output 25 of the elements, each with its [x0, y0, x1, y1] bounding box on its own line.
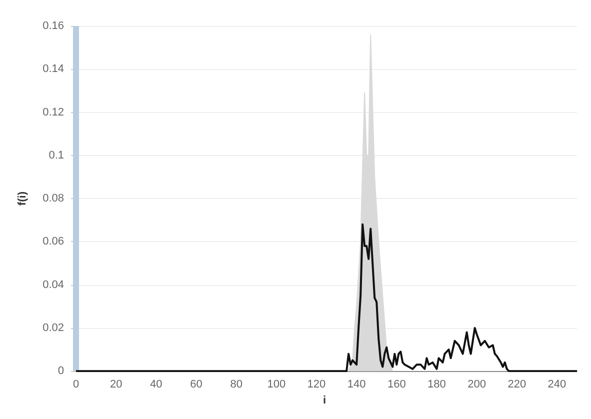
- x-tick-label: 120: [307, 378, 326, 391]
- y-tick-label: 0.12: [42, 106, 64, 118]
- x-tick-label: 180: [428, 378, 446, 391]
- x-tick-label: 40: [150, 378, 162, 391]
- x-tick-label: 160: [387, 378, 406, 391]
- x-tick-label: 60: [190, 378, 202, 391]
- x-tick-label: 80: [230, 378, 242, 391]
- y-tick-label: 0.04: [42, 278, 64, 291]
- y-tick-label: 0.06: [42, 236, 64, 248]
- x-axis-title: i: [322, 394, 326, 406]
- y-axis-title: f(i): [16, 191, 28, 206]
- y-tick-label: 0.08: [42, 192, 64, 205]
- x-tick-label: 220: [508, 378, 526, 391]
- y-tick-label: 0: [58, 365, 64, 378]
- y-tick-label: 0.14: [42, 63, 64, 76]
- line-series: [75, 223, 578, 372]
- x-tick-label: 100: [267, 378, 286, 391]
- y-tick-label: 0.02: [42, 322, 64, 334]
- x-tick-label: 200: [468, 378, 486, 391]
- y-tick-label: 0.1: [48, 149, 64, 162]
- x-tick-label: 240: [548, 378, 566, 391]
- x-tick-label: 140: [347, 378, 366, 391]
- x-tick-label: 0: [72, 378, 80, 391]
- x-tick-label: 20: [110, 378, 122, 391]
- y-tick-label: 0.16: [42, 20, 64, 32]
